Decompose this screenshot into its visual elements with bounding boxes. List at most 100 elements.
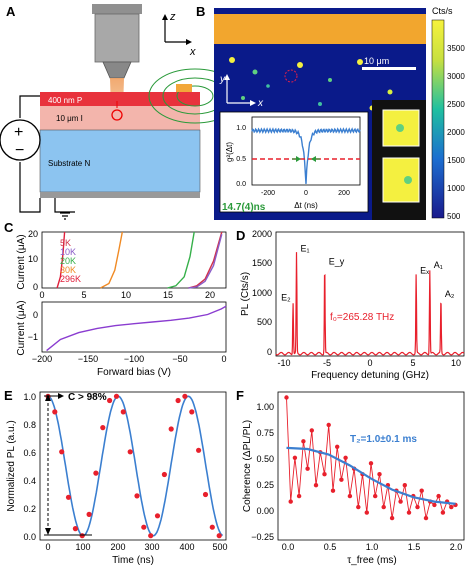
e-point xyxy=(65,494,72,500)
g2-ytick-3: 0.0 xyxy=(236,181,246,188)
f-annotation: T₂=1.0±0.1 ms xyxy=(350,434,417,445)
g2-ylabel: g²(Δt) xyxy=(225,142,234,162)
f-point xyxy=(389,515,395,521)
d-peak-label: Eₓ xyxy=(420,266,429,276)
d-ylabel: PL (Cts/s) xyxy=(240,272,251,316)
f-point xyxy=(423,515,429,521)
e-point xyxy=(72,526,78,532)
e-point xyxy=(120,409,126,415)
d-peak-label: E₁ xyxy=(301,244,310,254)
f-point xyxy=(356,504,361,510)
f-point xyxy=(432,502,437,508)
f-point xyxy=(301,439,306,444)
legend-30k: 30K xyxy=(60,265,76,275)
e-ytick: 0.0 xyxy=(23,532,36,542)
e-frame xyxy=(39,391,227,541)
f-point xyxy=(419,488,424,493)
pl-map-contact-strip xyxy=(214,14,426,44)
c-bot-xtick: −50 xyxy=(172,354,187,364)
g2-inset-plot xyxy=(251,116,361,186)
f-ytick: −0.25 xyxy=(251,532,274,542)
legend-296k: 296K xyxy=(60,274,81,284)
circuit-wires xyxy=(19,95,75,220)
c-top-frame xyxy=(41,231,227,289)
colorbar-tick: 1000 xyxy=(447,184,465,193)
d-xtick: -10 xyxy=(277,358,290,368)
g2-xtick-3: 200 xyxy=(338,190,350,197)
e-ylabel: Normalized PL (a.u.) xyxy=(6,420,17,511)
panel-f-label: F xyxy=(236,388,244,403)
e-point xyxy=(79,533,85,539)
e-point xyxy=(202,491,209,498)
e-point xyxy=(107,397,113,404)
e-point xyxy=(93,470,99,476)
f-xtick: 1.0 xyxy=(366,542,379,552)
e-xtick: 0 xyxy=(45,542,50,552)
f-point xyxy=(398,499,403,504)
scalebar xyxy=(362,67,416,70)
e-ytick: 1.0 xyxy=(23,392,36,402)
objective-lens-icon xyxy=(92,4,142,79)
f-point xyxy=(322,472,327,477)
e-ytick: 0.8 xyxy=(23,420,36,430)
e-xtick: 300 xyxy=(144,542,159,552)
c-bot-xtick: −200 xyxy=(32,354,52,364)
source-minus: − xyxy=(15,142,24,159)
e-point xyxy=(141,524,147,530)
e-point xyxy=(216,533,222,539)
c-top-xtick: 15 xyxy=(163,290,173,300)
source-plus: + xyxy=(14,124,23,141)
d-yticks: 2000 1500 1000 500 0 xyxy=(252,229,272,357)
c-top-series-30k xyxy=(100,231,123,289)
e-point xyxy=(86,511,92,517)
c-top-xtick: 5 xyxy=(81,290,86,300)
f-point xyxy=(368,461,374,466)
device-pad-2 xyxy=(382,157,420,203)
d-xticks: -10 -5 0 5 10 xyxy=(277,358,461,368)
p-layer xyxy=(40,92,200,106)
n-layer-label: Substrate N xyxy=(48,159,90,168)
g2-xlabel: Δt (ns) xyxy=(294,201,318,210)
g2-ytick-1: 1.0 xyxy=(236,125,246,132)
panel-a: A z x 400 nm P 10 μm I Substrate N xyxy=(0,4,242,220)
colorbar-tick: 500 xyxy=(447,212,461,221)
d-xlabel: Frequency detuning (GHz) xyxy=(311,370,429,381)
f-point xyxy=(436,493,441,499)
f-point xyxy=(284,395,289,400)
e-annotation: C > 98% xyxy=(68,392,107,403)
colorbar-tick: 2000 xyxy=(447,128,465,137)
g2-xtick-1: -200 xyxy=(261,190,275,197)
e-point xyxy=(134,493,140,499)
panel-e: E C > 98% 1.0 0.8 0.6 0.4 0.2 0.0 0 100 … xyxy=(4,388,228,566)
e-point xyxy=(175,397,181,404)
g2-ytick-2: 0.5 xyxy=(236,156,246,163)
c-bottom-curve xyxy=(46,305,227,352)
f-point xyxy=(402,483,407,488)
colorbar-tick: 1500 xyxy=(447,156,465,165)
legend-10k: 10K xyxy=(60,247,76,257)
f-point xyxy=(377,472,382,477)
c-top-xtick: 10 xyxy=(121,290,131,300)
f-point xyxy=(373,493,378,499)
d-xtick: 0 xyxy=(367,358,372,368)
e-ytick: 0.2 xyxy=(23,504,36,514)
c-top-xtick: 20 xyxy=(205,290,215,300)
colorbar-ticks: 3500 3000 2500 2000 1500 1000 500 xyxy=(447,44,465,221)
c-top-series-20k xyxy=(167,231,195,289)
f-frame xyxy=(277,391,465,541)
e-points xyxy=(45,393,222,539)
f-point xyxy=(415,504,420,510)
e-point xyxy=(59,449,65,455)
c-top-ytick: 0 xyxy=(33,282,38,292)
panel-c: C 5K 10K 20K 30K 296K 20 10 0 0 5 10 15 … xyxy=(4,220,227,378)
colorbar xyxy=(431,19,445,219)
f-point xyxy=(326,422,331,428)
f-point xyxy=(309,428,314,433)
colorbar-tick: 3000 xyxy=(447,72,465,81)
substrate-contact xyxy=(40,192,200,198)
d-annotation: f₀=265.28 THz xyxy=(330,312,394,323)
f-xticks: 0.0 0.5 1.0 1.5 2.0 xyxy=(282,542,463,552)
c-top-series-5k xyxy=(188,231,223,289)
f-ytick: 0.25 xyxy=(256,480,274,490)
f-point xyxy=(440,510,446,515)
